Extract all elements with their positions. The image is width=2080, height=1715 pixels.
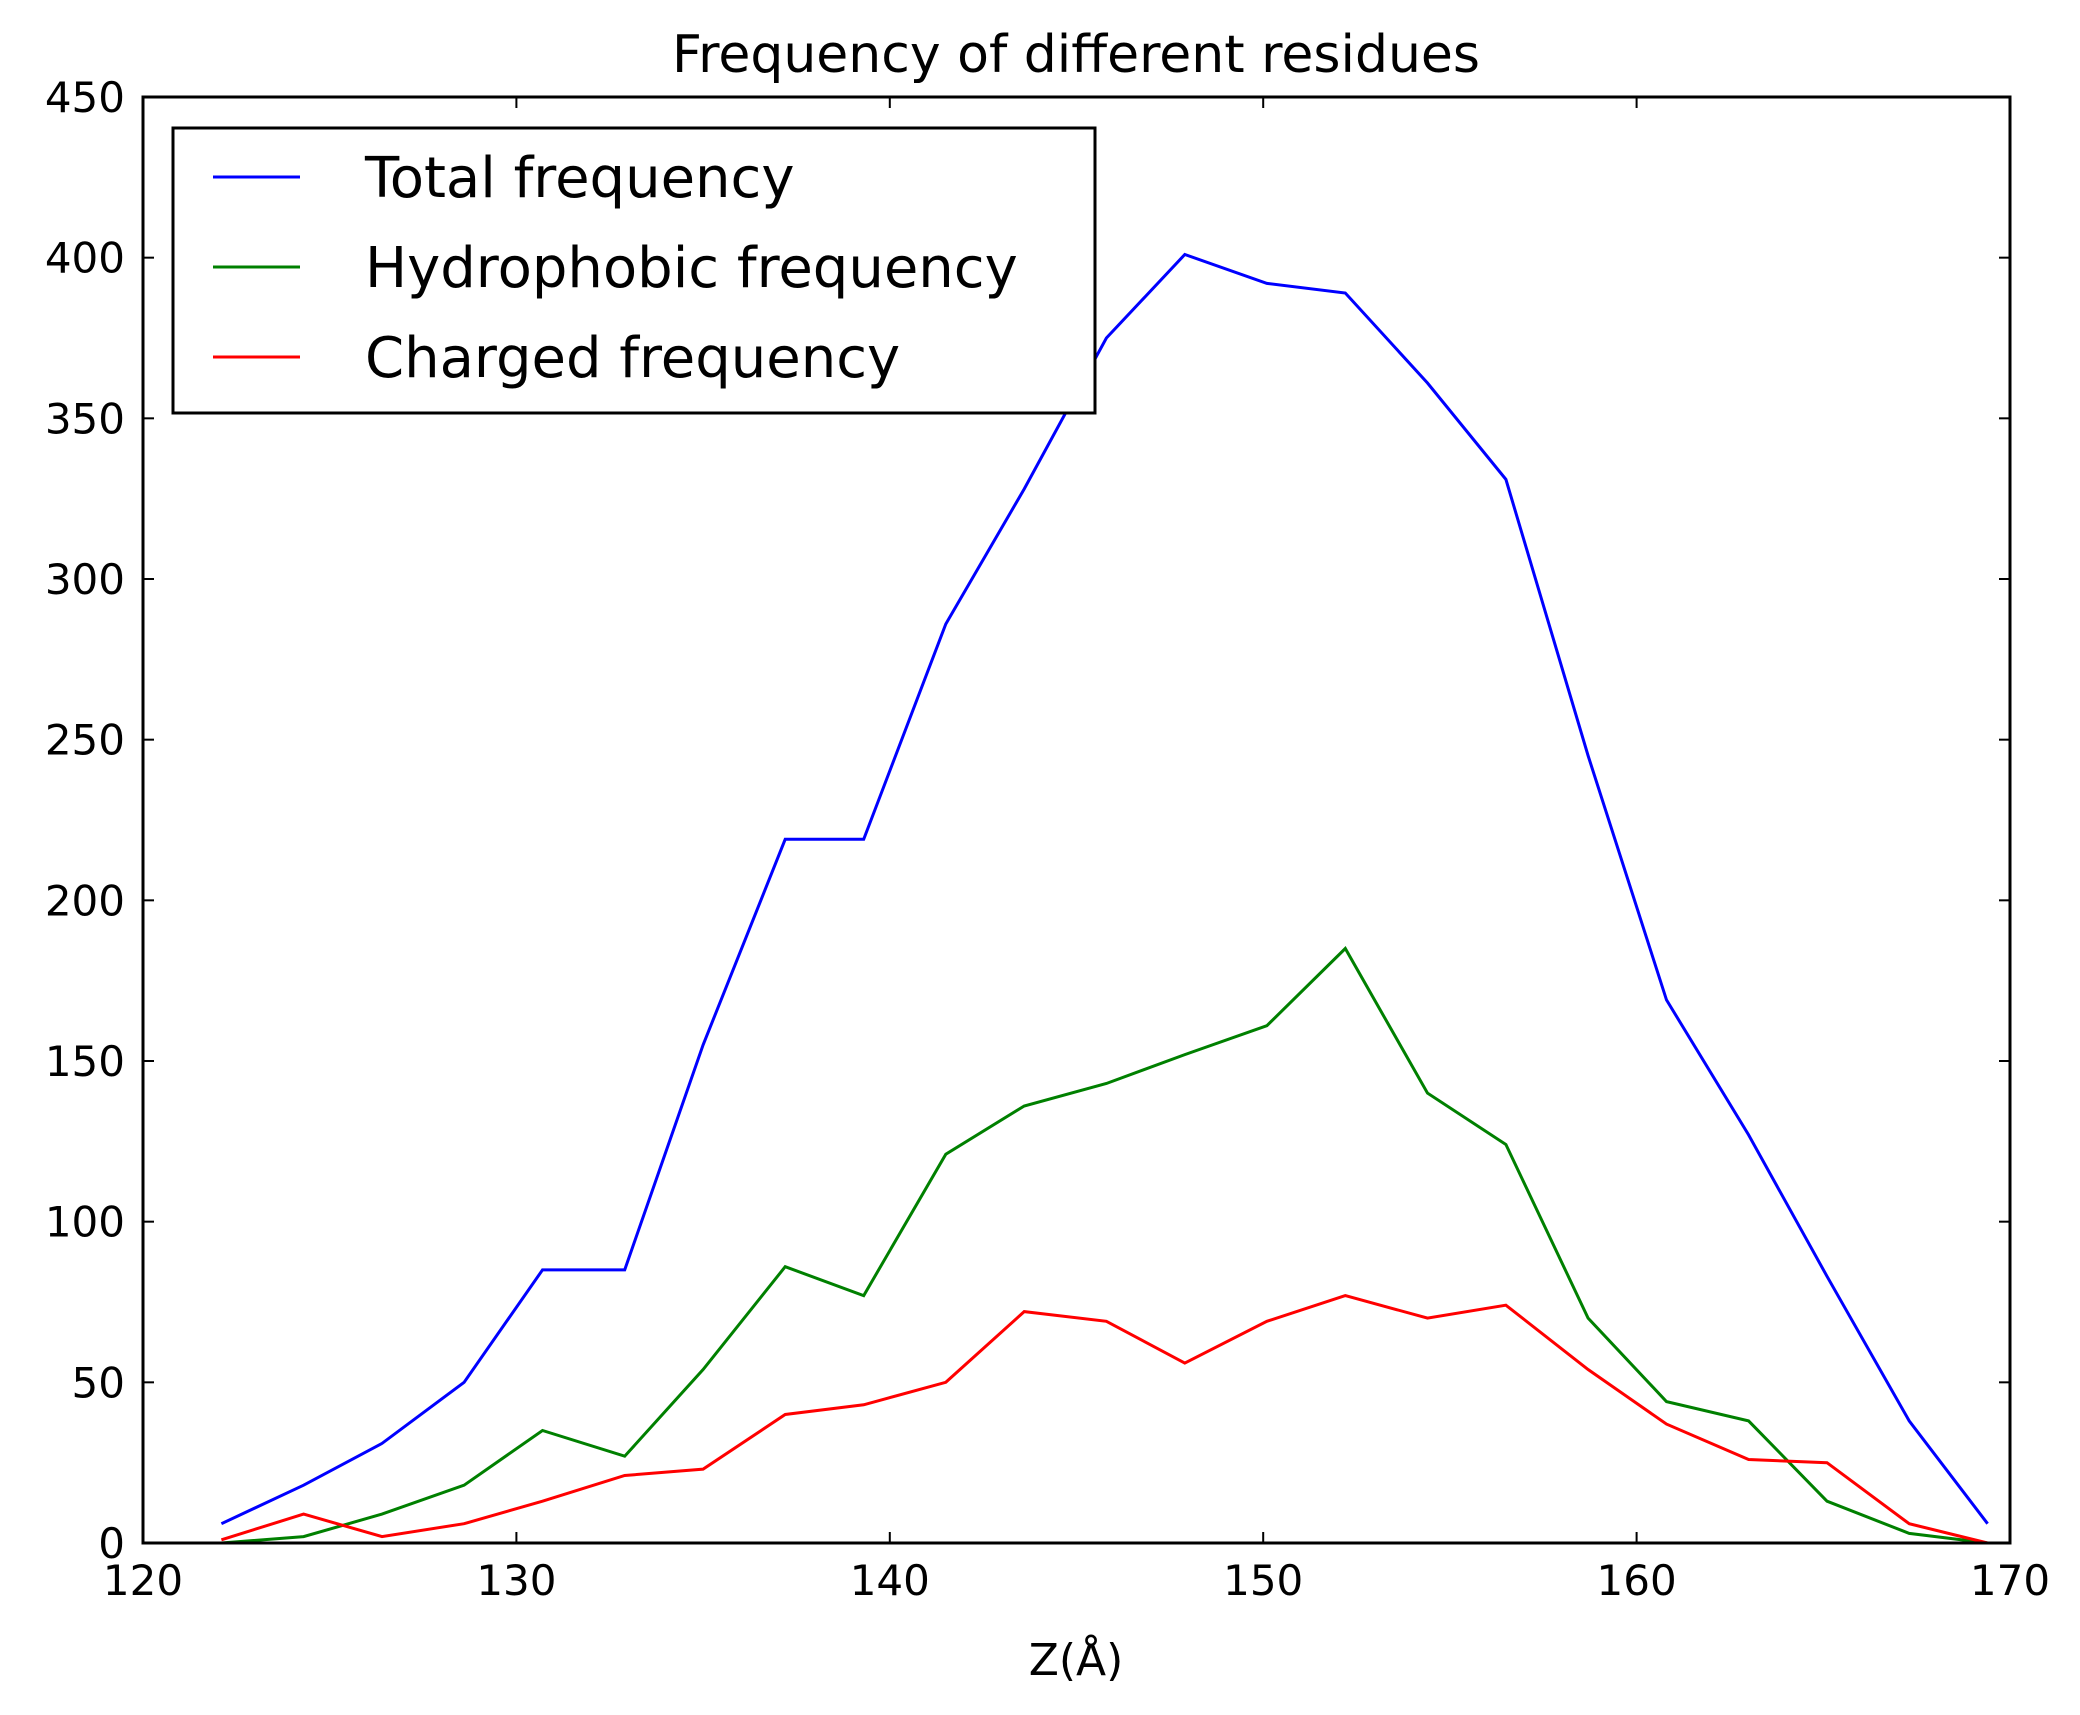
y-tick-label: 350 bbox=[45, 394, 125, 443]
x-tick-label: 150 bbox=[1223, 1556, 1303, 1605]
series-line-3 bbox=[220, 1294, 1988, 1545]
series-line-2 bbox=[221, 946, 1988, 1545]
y-tick-label: 200 bbox=[45, 876, 125, 925]
x-tick-label: 160 bbox=[1597, 1556, 1677, 1605]
legend-label-3: Charged frequency bbox=[365, 326, 900, 391]
plot-frame bbox=[141, 95, 2012, 1545]
x-tick-label: 170 bbox=[1970, 1556, 2050, 1605]
y-tick-label: 400 bbox=[45, 234, 125, 283]
axes: 120 130 140 150 160 170 0 50 100 150 200 250 300 350 4… bbox=[45, 73, 2050, 1605]
y-tick-label: 150 bbox=[45, 1037, 125, 1086]
legend-label-2: Hydrophobic frequency bbox=[365, 236, 1018, 301]
legend-label-1: Total frequency bbox=[364, 146, 794, 211]
x-axis-label: Z(Å) bbox=[1029, 1633, 1124, 1686]
y-tick-label: 300 bbox=[45, 555, 125, 604]
series-line-1 bbox=[220, 252, 1989, 1526]
legend: Total frequency Hydrophobic frequency Char… bbox=[171, 126, 1097, 415]
legend-box bbox=[171, 126, 1097, 415]
plot-area bbox=[220, 252, 1989, 1545]
x-tick-label: 120 bbox=[103, 1556, 183, 1605]
chart-title: Frequency of different residues bbox=[672, 25, 1480, 85]
y-tick-label: 50 bbox=[72, 1358, 125, 1407]
y-tick-label: 450 bbox=[45, 73, 125, 122]
y-tick-label: 0 bbox=[98, 1519, 125, 1568]
x-tick-label: 140 bbox=[850, 1556, 930, 1605]
x-tick-label: 130 bbox=[476, 1556, 556, 1605]
y-tick-label: 250 bbox=[45, 716, 125, 765]
y-tick-label: 100 bbox=[45, 1198, 125, 1247]
